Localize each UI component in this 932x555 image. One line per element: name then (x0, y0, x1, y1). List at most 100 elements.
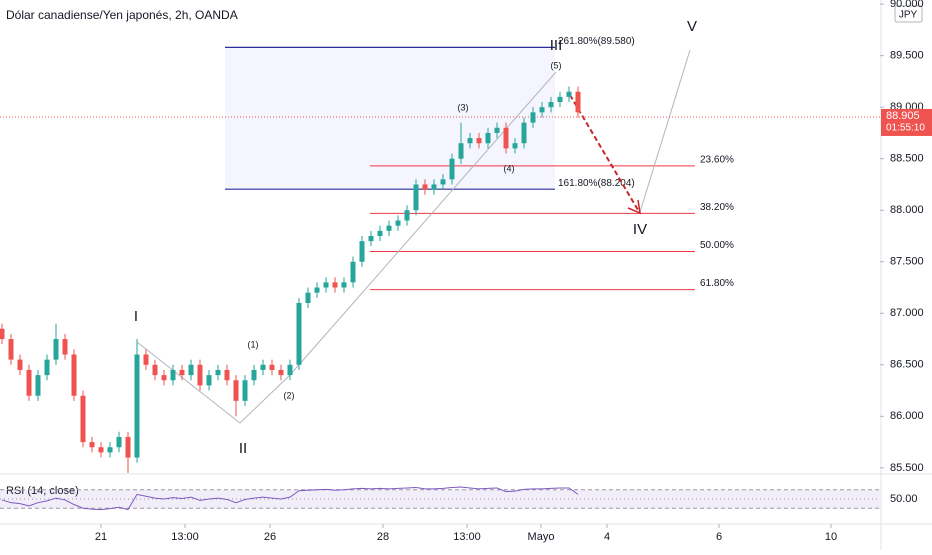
y-tick-label: 90.000 (890, 0, 924, 10)
candle-body (188, 364, 194, 376)
subwave-label: (2) (284, 390, 295, 400)
candle-body (44, 359, 50, 376)
wave-label: IV (633, 221, 647, 238)
wave-label: III (550, 37, 563, 54)
candle-body (152, 364, 158, 376)
candle-body (107, 447, 113, 453)
wave-label: V (687, 18, 697, 35)
fib-label: 50.00% (700, 240, 734, 251)
chart-title: Dólar canadiense/Yen japonés, 2h, OANDA (6, 8, 238, 22)
fib-extension-label: 161.80%(88.204) (558, 178, 635, 189)
candle-body (224, 369, 230, 381)
candle-body (485, 132, 491, 144)
subwave-label: (5) (551, 60, 562, 70)
currency-badge[interactable] (894, 5, 923, 23)
candle-body (179, 369, 185, 376)
currency-label: JPY (899, 10, 918, 21)
candle-body (233, 380, 239, 401)
candle-body (0, 328, 5, 340)
candle-body (161, 375, 167, 381)
candle-body (368, 235, 374, 242)
candle-body (17, 359, 23, 370)
candle-body (278, 369, 284, 376)
subwave-label: (3) (458, 102, 469, 112)
y-tick-label: 86.500 (890, 359, 924, 371)
candle-body (296, 302, 302, 365)
candle-body (269, 364, 275, 370)
y-tick-label: 87.500 (890, 256, 924, 268)
candle-body (386, 225, 392, 231)
candle-body (521, 122, 527, 144)
y-tick-label: 86.000 (890, 410, 924, 422)
candle-body (89, 442, 95, 448)
candle-body (575, 91, 581, 113)
countdown-label: 01:55:10 (886, 123, 925, 134)
candle-body (314, 287, 320, 293)
candle-body (341, 282, 347, 288)
candle-body (440, 179, 446, 185)
candle-body (260, 364, 266, 370)
y-tick-label: 89.500 (890, 50, 924, 62)
candle-body (143, 354, 149, 365)
projection-arrow (569, 94, 639, 211)
candle-body (350, 261, 356, 283)
candle-body (494, 127, 500, 133)
x-tick-label: 6 (716, 531, 722, 543)
x-tick-label: 4 (604, 531, 610, 543)
candle-body (548, 102, 554, 108)
candle-body (170, 369, 176, 381)
fib-label: 61.80% (700, 278, 734, 289)
candle-body (512, 143, 518, 149)
candle-body (557, 96, 563, 103)
subwave-label: (4) (504, 163, 515, 173)
candle-body (98, 447, 104, 453)
candle-body (206, 375, 212, 386)
x-tick-label: 26 (264, 531, 276, 543)
arrow-head (627, 199, 641, 215)
y-tick-label: 88.000 (890, 204, 924, 216)
candle-body (242, 380, 248, 401)
x-tick-label: 10 (825, 531, 837, 543)
rsi-tick-label: 50.00 (890, 493, 918, 505)
fib-label: 38.20% (700, 202, 734, 213)
last-price-label: 88.905 (886, 110, 920, 122)
candle-body (305, 292, 311, 303)
x-tick-label: 13:00 (171, 531, 199, 543)
candle-body (404, 210, 410, 221)
candle-body (53, 339, 59, 360)
candle-body (251, 369, 257, 381)
y-tick-label: 85.500 (890, 462, 924, 474)
candle-body (431, 184, 437, 190)
fib-label: 23.60% (700, 155, 734, 166)
candle-body (8, 339, 14, 360)
candle-body (323, 282, 329, 288)
y-tick-label: 87.000 (890, 307, 924, 319)
candle-body (539, 107, 545, 113)
candle-body (458, 143, 464, 159)
wave-line (136, 71, 557, 424)
wave-label: I (134, 308, 138, 325)
candle-body (134, 354, 140, 458)
candle-body (359, 241, 365, 262)
candle-body (413, 184, 419, 211)
candle-body (377, 230, 383, 236)
candle-body (116, 436, 122, 448)
y-tick-label: 88.500 (890, 153, 924, 165)
candle-body (215, 369, 221, 376)
candle-body (530, 112, 536, 123)
fib-extension-label: 261.80%(89.580) (558, 36, 635, 47)
candle-body (197, 364, 203, 386)
candle-body (71, 354, 77, 396)
last-price-badge (881, 108, 932, 136)
candle-body (332, 282, 338, 288)
candle-body (26, 369, 32, 396)
candle-body (80, 395, 86, 443)
candle-body (422, 184, 428, 190)
x-tick-label: 13:00 (453, 531, 481, 543)
candle-body (35, 375, 41, 396)
subwave-label: (1) (248, 339, 259, 349)
candle-body (566, 91, 572, 97)
candle-body (395, 220, 401, 226)
candle-body (476, 138, 482, 144)
